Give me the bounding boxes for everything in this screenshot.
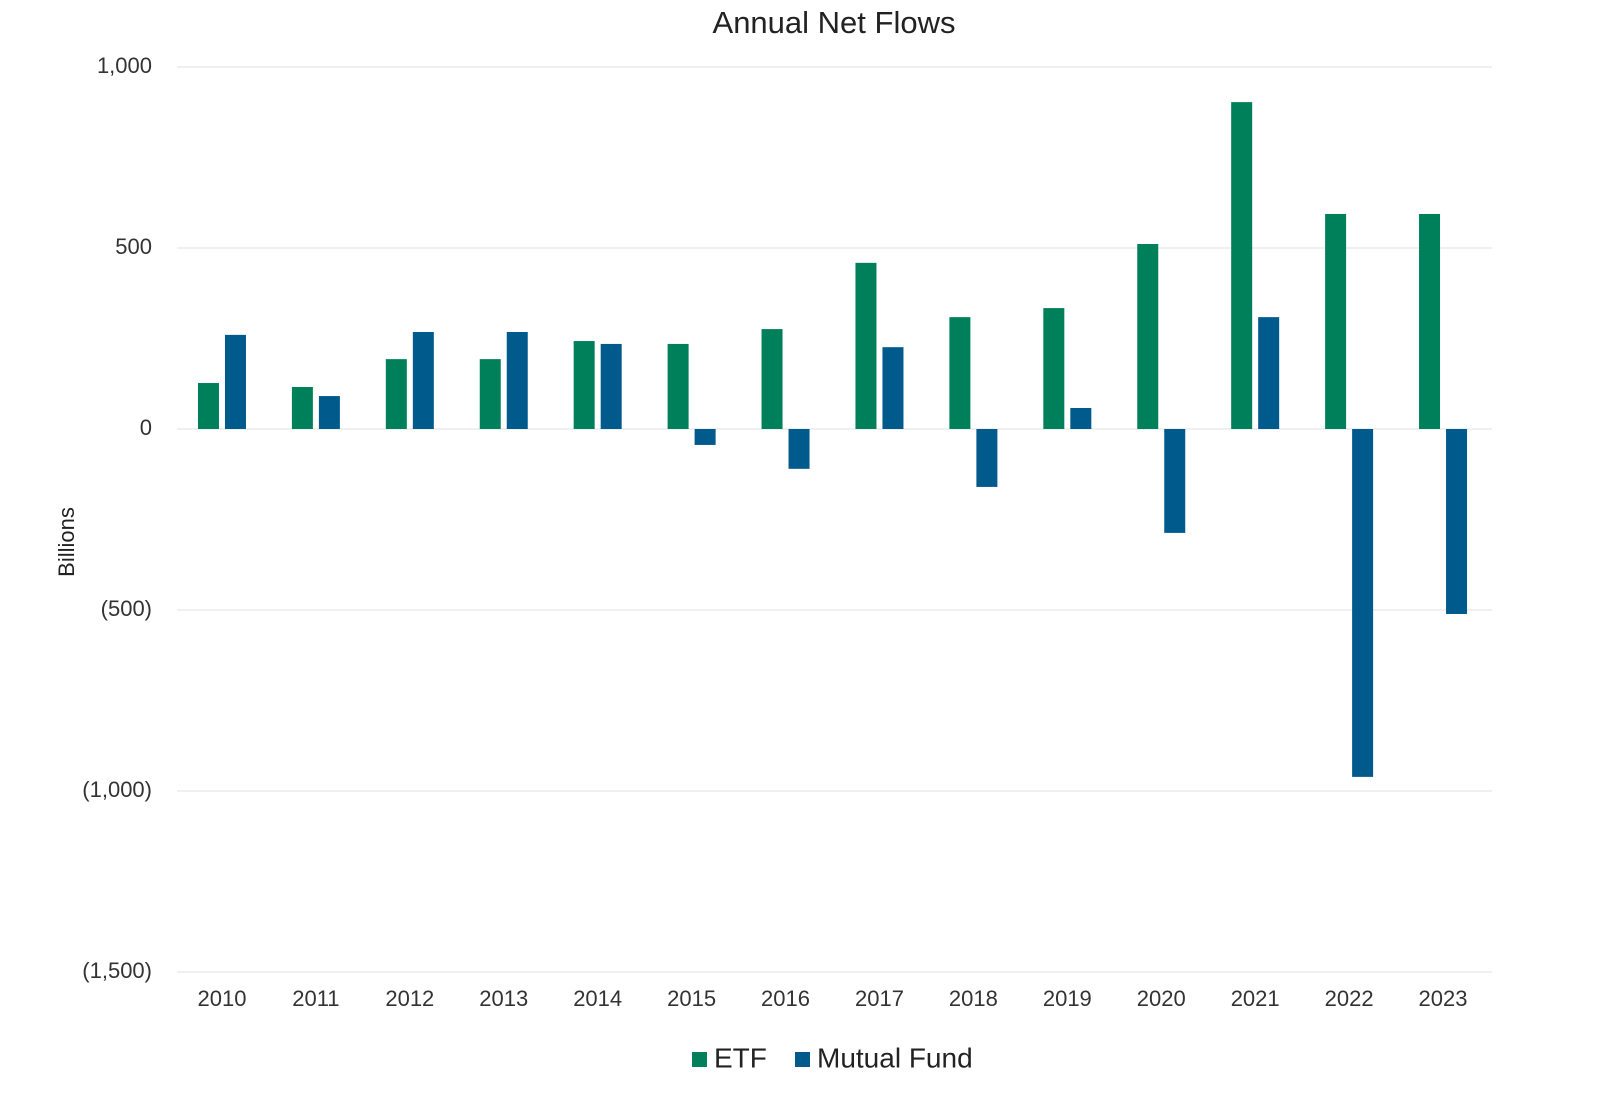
bar — [1137, 244, 1159, 429]
bar — [882, 347, 904, 429]
x-tick-label: 2019 — [1043, 986, 1092, 1011]
x-tick-label: 2015 — [667, 986, 716, 1011]
bar — [1446, 429, 1468, 614]
bar — [949, 317, 971, 429]
x-tick-label: 2011 — [292, 986, 339, 1011]
x-tick-label: 2013 — [479, 986, 528, 1011]
bar — [667, 343, 689, 429]
legend-label: ETF — [714, 1042, 767, 1073]
bar — [1258, 317, 1280, 429]
y-tick-label: (1,500) — [82, 958, 152, 983]
bar — [479, 359, 501, 429]
bar — [1352, 429, 1374, 777]
bar — [318, 396, 340, 429]
x-tick-label: 2012 — [385, 986, 434, 1011]
bar — [291, 387, 313, 429]
bar — [1325, 213, 1347, 429]
x-tick-label: 2023 — [1419, 986, 1468, 1011]
bar — [1419, 213, 1441, 429]
y-axis-label: Billions — [54, 507, 79, 577]
y-tick-label: (1,000) — [82, 777, 152, 802]
legend-swatch — [795, 1052, 810, 1067]
chart-title: Annual Net Flows — [713, 5, 956, 40]
bar — [976, 429, 998, 487]
bar — [1070, 408, 1092, 429]
x-tick-label: 2010 — [197, 986, 246, 1011]
bar — [385, 359, 407, 429]
x-tick-label: 2017 — [855, 986, 904, 1011]
bar — [1164, 429, 1186, 533]
bar — [197, 383, 219, 429]
bar — [600, 343, 622, 429]
legend-swatch — [692, 1052, 707, 1067]
x-tick-label: 2022 — [1325, 986, 1374, 1011]
bar — [761, 329, 783, 429]
bar — [1231, 102, 1253, 429]
x-tick-label: 2014 — [573, 986, 622, 1011]
y-tick-label: 1,000 — [97, 53, 152, 78]
bar — [1043, 308, 1065, 429]
x-tick-label: 2021 — [1231, 986, 1280, 1011]
y-tick-label: 500 — [115, 234, 152, 259]
bar — [694, 429, 716, 445]
x-tick-label: 2018 — [949, 986, 998, 1011]
x-tick-label: 2016 — [761, 986, 810, 1011]
bar — [224, 334, 246, 429]
bar — [573, 341, 595, 429]
bar — [412, 331, 434, 429]
x-tick-label: 2020 — [1137, 986, 1186, 1011]
bar — [788, 429, 810, 469]
legend-label: Mutual Fund — [817, 1042, 973, 1073]
y-tick-label: 0 — [140, 415, 152, 440]
bar — [506, 331, 528, 429]
bar — [855, 262, 877, 429]
y-tick-label: (500) — [101, 596, 152, 621]
